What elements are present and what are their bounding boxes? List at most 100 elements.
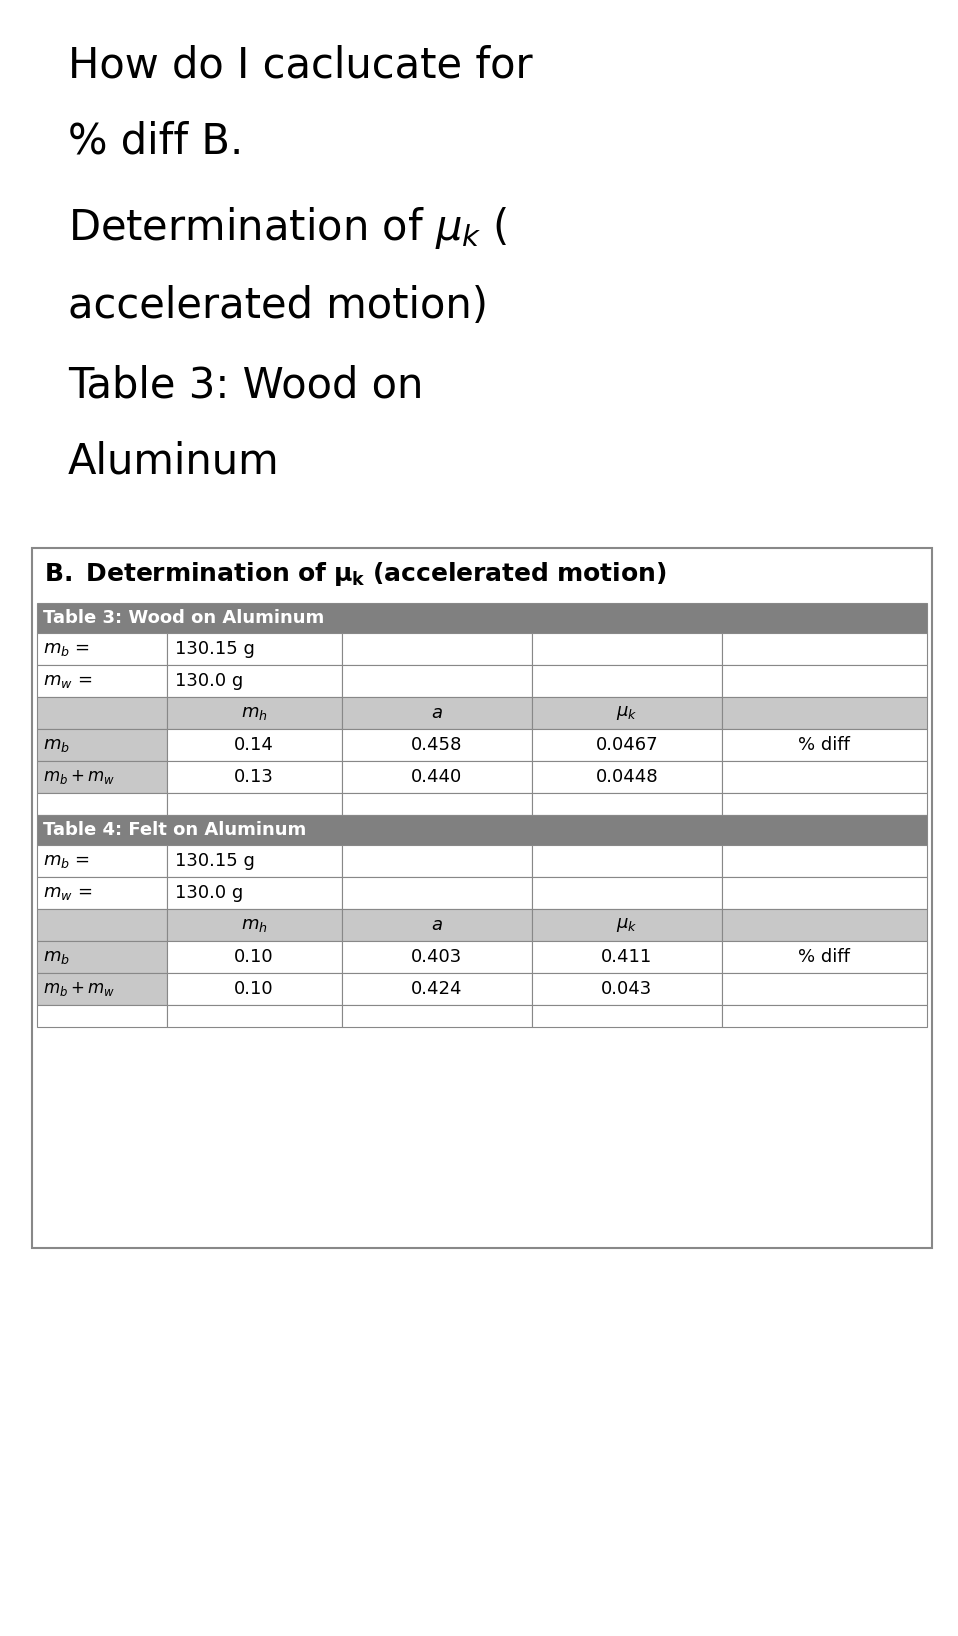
Text: 0.0448: 0.0448 (596, 767, 658, 785)
FancyBboxPatch shape (37, 941, 167, 973)
Text: 0.403: 0.403 (411, 947, 463, 965)
FancyBboxPatch shape (722, 730, 927, 761)
FancyBboxPatch shape (722, 697, 927, 730)
FancyBboxPatch shape (532, 1005, 722, 1027)
Text: 0.10: 0.10 (234, 947, 274, 965)
FancyBboxPatch shape (37, 877, 167, 910)
Text: 0.424: 0.424 (411, 980, 463, 998)
FancyBboxPatch shape (342, 941, 532, 973)
FancyBboxPatch shape (167, 664, 342, 697)
Text: Determination of $\mu_k$ (: Determination of $\mu_k$ ( (68, 204, 508, 250)
FancyBboxPatch shape (722, 846, 927, 877)
FancyBboxPatch shape (722, 761, 927, 793)
Text: $a$: $a$ (431, 916, 443, 934)
FancyBboxPatch shape (37, 793, 167, 815)
Text: Table 3: Wood on: Table 3: Wood on (68, 365, 423, 407)
Text: How do I caclucate for: How do I caclucate for (68, 46, 533, 87)
FancyBboxPatch shape (532, 877, 722, 910)
FancyBboxPatch shape (722, 664, 927, 697)
FancyBboxPatch shape (532, 761, 722, 793)
FancyBboxPatch shape (167, 973, 342, 1005)
FancyBboxPatch shape (342, 730, 532, 761)
FancyBboxPatch shape (532, 664, 722, 697)
Text: $\mu_k$: $\mu_k$ (616, 703, 638, 721)
FancyBboxPatch shape (167, 793, 342, 815)
FancyBboxPatch shape (342, 846, 532, 877)
FancyBboxPatch shape (532, 730, 722, 761)
FancyBboxPatch shape (167, 941, 342, 973)
Text: $\mathit{m}_b$: $\mathit{m}_b$ (43, 947, 70, 965)
FancyBboxPatch shape (532, 697, 722, 730)
FancyBboxPatch shape (722, 941, 927, 973)
FancyBboxPatch shape (37, 1005, 167, 1027)
FancyBboxPatch shape (167, 730, 342, 761)
FancyBboxPatch shape (722, 973, 927, 1005)
FancyBboxPatch shape (167, 910, 342, 941)
Text: $\mathit{m}_b$: $\mathit{m}_b$ (43, 736, 70, 754)
FancyBboxPatch shape (342, 664, 532, 697)
Text: $\mathit{m}_b$ =: $\mathit{m}_b$ = (43, 640, 90, 658)
Text: 130.15 g: 130.15 g (175, 640, 255, 658)
Text: 0.440: 0.440 (411, 767, 463, 785)
FancyBboxPatch shape (37, 761, 167, 793)
FancyBboxPatch shape (532, 633, 722, 664)
FancyBboxPatch shape (37, 973, 167, 1005)
Text: 0.13: 0.13 (234, 767, 274, 785)
Text: 0.043: 0.043 (602, 980, 652, 998)
Text: 0.411: 0.411 (602, 947, 652, 965)
FancyBboxPatch shape (722, 1005, 927, 1027)
FancyBboxPatch shape (532, 941, 722, 973)
Text: $\mathit{m}_h$: $\mathit{m}_h$ (240, 916, 267, 934)
FancyBboxPatch shape (167, 697, 342, 730)
FancyBboxPatch shape (37, 664, 167, 697)
Text: $\mu_k$: $\mu_k$ (616, 916, 638, 934)
FancyBboxPatch shape (37, 815, 927, 846)
FancyBboxPatch shape (342, 877, 532, 910)
FancyBboxPatch shape (722, 793, 927, 815)
FancyBboxPatch shape (342, 761, 532, 793)
Text: 130.0 g: 130.0 g (175, 883, 243, 901)
Text: % diff: % diff (798, 736, 850, 754)
FancyBboxPatch shape (37, 633, 167, 664)
FancyBboxPatch shape (37, 846, 167, 877)
FancyBboxPatch shape (342, 973, 532, 1005)
FancyBboxPatch shape (532, 846, 722, 877)
FancyBboxPatch shape (342, 1005, 532, 1027)
Text: $a$: $a$ (431, 703, 443, 721)
Text: $\mathit{m}_w$ =: $\mathit{m}_w$ = (43, 883, 92, 901)
Text: 130.0 g: 130.0 g (175, 672, 243, 690)
FancyBboxPatch shape (532, 973, 722, 1005)
Text: 0.458: 0.458 (411, 736, 463, 754)
FancyBboxPatch shape (167, 877, 342, 910)
Text: $\mathit{m}_b + \mathit{m}_w$: $\mathit{m}_b + \mathit{m}_w$ (43, 980, 115, 998)
FancyBboxPatch shape (722, 877, 927, 910)
FancyBboxPatch shape (37, 910, 167, 941)
FancyBboxPatch shape (342, 697, 532, 730)
FancyBboxPatch shape (342, 910, 532, 941)
FancyBboxPatch shape (722, 910, 927, 941)
FancyBboxPatch shape (37, 730, 167, 761)
FancyBboxPatch shape (532, 910, 722, 941)
Text: accelerated motion): accelerated motion) (68, 285, 488, 327)
Text: 130.15 g: 130.15 g (175, 852, 255, 870)
Text: 0.14: 0.14 (234, 736, 274, 754)
FancyBboxPatch shape (167, 846, 342, 877)
Text: $\mathit{m}_h$: $\mathit{m}_h$ (240, 703, 267, 721)
Text: 0.10: 0.10 (234, 980, 274, 998)
FancyBboxPatch shape (167, 1005, 342, 1027)
Text: % diff B.: % diff B. (68, 119, 243, 162)
FancyBboxPatch shape (37, 604, 927, 633)
FancyBboxPatch shape (167, 761, 342, 793)
Text: 0.0467: 0.0467 (596, 736, 658, 754)
Text: $\mathit{m}_b$ =: $\mathit{m}_b$ = (43, 852, 90, 870)
Text: $\mathit{m}_w$ =: $\mathit{m}_w$ = (43, 672, 92, 690)
Text: $\bf{B.}$ $\bf{Determination\ of}$ $\bf{\mu_k}$ $\bf{(accelerated\ motion)}$: $\bf{B.}$ $\bf{Determination\ of}$ $\bf{… (44, 560, 667, 587)
Text: Table 4: Felt on Aluminum: Table 4: Felt on Aluminum (43, 821, 307, 839)
FancyBboxPatch shape (532, 793, 722, 815)
Text: $\mathit{m}_b + \mathit{m}_w$: $\mathit{m}_b + \mathit{m}_w$ (43, 767, 115, 785)
Text: % diff: % diff (798, 947, 850, 965)
Text: Table 3: Wood on Aluminum: Table 3: Wood on Aluminum (43, 609, 324, 627)
FancyBboxPatch shape (37, 697, 167, 730)
FancyBboxPatch shape (167, 633, 342, 664)
FancyBboxPatch shape (342, 793, 532, 815)
